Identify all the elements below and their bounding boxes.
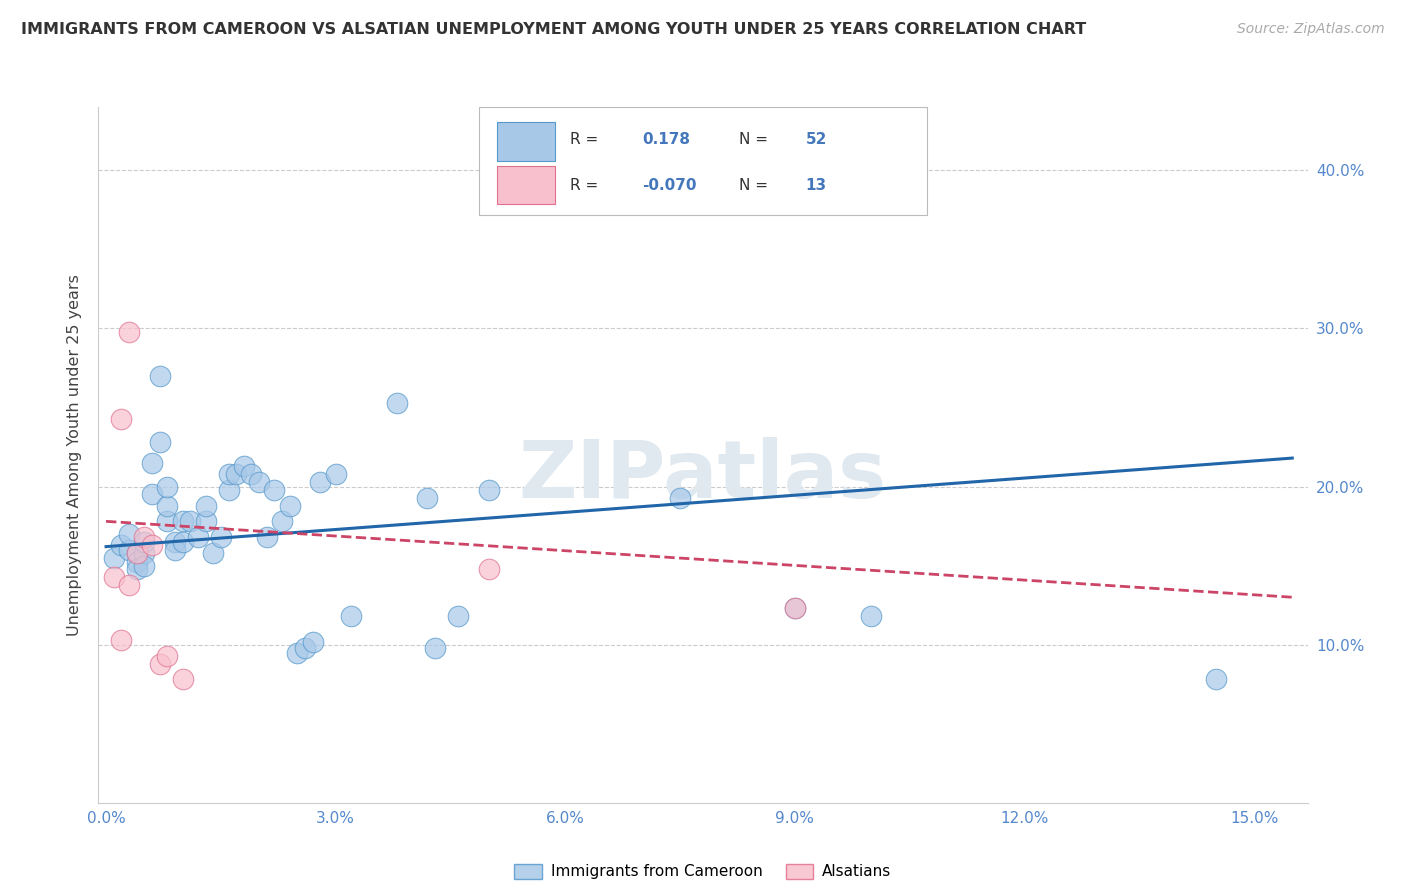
Point <box>149 368 172 383</box>
Text: 52: 52 <box>806 132 827 147</box>
Point <box>149 435 172 450</box>
Point <box>163 542 186 557</box>
Point <box>110 411 132 425</box>
Point <box>156 648 179 663</box>
Point <box>340 609 363 624</box>
Point <box>141 487 163 501</box>
Point <box>783 601 806 615</box>
Text: N =: N = <box>740 178 773 194</box>
Point <box>225 467 247 481</box>
Point <box>240 467 263 481</box>
Point <box>247 475 270 489</box>
Point <box>172 534 194 549</box>
Point <box>134 534 156 549</box>
Point <box>125 562 148 576</box>
Point <box>141 538 163 552</box>
Point <box>149 657 172 671</box>
Point <box>218 483 240 497</box>
Text: ZIPatlas: ZIPatlas <box>519 437 887 515</box>
Text: Source: ZipAtlas.com: Source: ZipAtlas.com <box>1237 22 1385 37</box>
Point <box>385 395 408 409</box>
Point <box>125 556 148 570</box>
Point <box>134 558 156 573</box>
Point <box>118 527 141 541</box>
Point <box>263 483 285 497</box>
Point <box>309 475 332 489</box>
FancyBboxPatch shape <box>479 107 927 215</box>
Point <box>860 609 883 624</box>
Point <box>110 632 132 647</box>
Point <box>294 640 316 655</box>
Text: 0.178: 0.178 <box>643 132 690 147</box>
Point <box>447 609 470 624</box>
Text: R =: R = <box>569 132 603 147</box>
Point <box>110 538 132 552</box>
Point <box>156 479 179 493</box>
Point <box>125 546 148 560</box>
Bar <box>498 166 555 204</box>
Point <box>118 325 141 339</box>
Point <box>103 570 125 584</box>
Point <box>278 499 301 513</box>
Point <box>416 491 439 505</box>
Point <box>118 577 141 591</box>
Point <box>194 514 217 528</box>
Point <box>103 550 125 565</box>
Point <box>156 514 179 528</box>
Point <box>118 542 141 557</box>
Point <box>179 514 201 528</box>
Point <box>218 467 240 481</box>
Point <box>301 634 323 648</box>
Y-axis label: Unemployment Among Youth under 25 years: Unemployment Among Youth under 25 years <box>67 274 83 636</box>
Point <box>256 530 278 544</box>
Point <box>134 546 156 560</box>
Point <box>125 546 148 560</box>
Text: N =: N = <box>740 132 773 147</box>
Point <box>134 530 156 544</box>
Text: IMMIGRANTS FROM CAMEROON VS ALSATIAN UNEMPLOYMENT AMONG YOUTH UNDER 25 YEARS COR: IMMIGRANTS FROM CAMEROON VS ALSATIAN UNE… <box>21 22 1087 37</box>
Point <box>478 562 501 576</box>
Point <box>172 673 194 687</box>
Point <box>163 534 186 549</box>
Point <box>202 546 225 560</box>
Point <box>209 530 232 544</box>
Point <box>172 514 194 528</box>
Point <box>141 456 163 470</box>
Bar <box>498 122 555 161</box>
Point <box>194 499 217 513</box>
Point <box>271 514 294 528</box>
Point <box>783 601 806 615</box>
Point <box>423 640 446 655</box>
Point <box>325 467 347 481</box>
Point <box>156 499 179 513</box>
Text: -0.070: -0.070 <box>643 178 697 194</box>
Point <box>669 491 692 505</box>
Point <box>232 458 254 473</box>
Point <box>187 530 209 544</box>
Legend: Immigrants from Cameroon, Alsatians: Immigrants from Cameroon, Alsatians <box>508 857 898 886</box>
Point <box>287 646 309 660</box>
Text: R =: R = <box>569 178 603 194</box>
Text: 13: 13 <box>806 178 827 194</box>
Point <box>1205 673 1227 687</box>
Point <box>478 483 501 497</box>
